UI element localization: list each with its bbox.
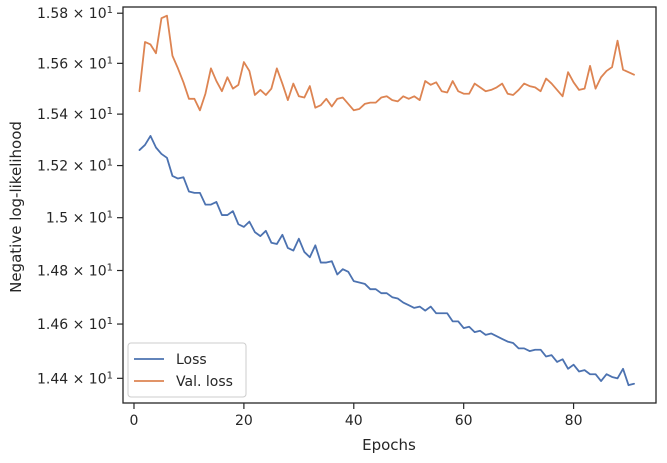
y-tick-label-sep: × (73, 264, 89, 280)
y-tick-label-sep: × (73, 6, 89, 22)
y-tick-label-base: 10 (89, 371, 107, 387)
series-line-val-loss (138, 14, 635, 112)
y-tick-label-sep: × (73, 159, 89, 175)
y-tick-label-exp: 1 (107, 55, 113, 66)
y-tick-label-mantissa: 1.56 (37, 56, 73, 72)
y-tick-label: 1.48 × 101 (37, 262, 113, 280)
y-tick-label-exp: 1 (107, 370, 113, 381)
y-tick-label-base: 10 (89, 56, 107, 72)
legend-label-val-loss: Val. loss (176, 374, 233, 390)
y-tick-label-mantissa: 1.46 (37, 317, 73, 333)
series-line-loss (138, 135, 635, 387)
y-tick-label: 1.54 × 101 (37, 106, 113, 124)
y-tick-label-exp: 1 (107, 316, 113, 327)
y-tick-label-mantissa: 1.44 (37, 371, 73, 387)
y-tick-label-mantissa: 1.52 (37, 159, 73, 175)
y-tick-label-base: 10 (89, 107, 107, 123)
y-axis-label: Negative log-likelihood (7, 121, 25, 293)
y-tick-label-sep: × (73, 107, 89, 123)
y-tick-label-base: 10 (89, 6, 107, 22)
y-tick-label-base: 10 (89, 159, 107, 175)
y-tick-label-sep: × (73, 317, 89, 333)
x-tick-label: 40 (345, 413, 363, 429)
y-tick-label-mantissa: 1.54 (37, 107, 73, 123)
series-layer (138, 14, 635, 387)
y-tick-label: 1.52 × 101 (37, 157, 113, 175)
y-tick-label: 1.58 × 101 (37, 5, 113, 23)
x-tick-label: 60 (455, 413, 473, 429)
y-tick-label-exp: 1 (107, 209, 113, 220)
y-tick-label-sep: × (73, 371, 89, 387)
y-tick-label-sep: × (73, 56, 89, 72)
y-tick-label-mantissa: 1.48 (37, 264, 73, 280)
x-axis-ticks: 0 20 40 60 80 (130, 403, 583, 429)
y-tick-label-mantissa: 1.58 (37, 6, 73, 22)
y-tick-label-exp: 1 (107, 5, 113, 16)
y-tick-label: 1.5 × 101 (46, 209, 113, 227)
y-tick-label-exp: 1 (107, 262, 113, 273)
y-tick-label: 1.46 × 101 (37, 316, 113, 334)
x-tick-label: 80 (565, 413, 583, 429)
y-tick-label-mantissa: 1.5 (46, 211, 73, 227)
plot-area-frame (122, 6, 657, 404)
y-tick-label-base: 10 (89, 211, 107, 227)
y-tick-label: 1.56 × 101 (37, 55, 113, 73)
legend-box (127, 342, 247, 398)
y-tick-label-exp: 1 (107, 157, 113, 168)
x-tick-label: 0 (130, 413, 139, 429)
y-tick-label-base: 10 (89, 264, 107, 280)
legend: Loss Val. loss (127, 342, 247, 398)
x-axis-label: Epochs (362, 436, 416, 454)
y-tick-label: 1.44 × 101 (37, 370, 113, 388)
x-tick-label: 20 (235, 413, 253, 429)
y-tick-label-sep: × (73, 211, 89, 227)
y-tick-label-exp: 1 (107, 106, 113, 117)
y-tick-label-base: 10 (89, 317, 107, 333)
legend-label-loss: Loss (176, 352, 207, 368)
